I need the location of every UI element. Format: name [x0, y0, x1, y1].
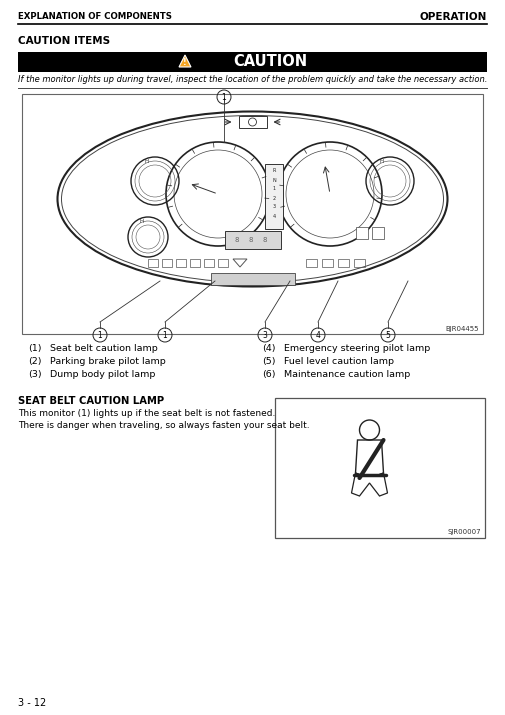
Text: 1: 1 — [222, 92, 226, 102]
Text: 4: 4 — [272, 214, 276, 219]
Text: N: N — [272, 177, 276, 182]
Ellipse shape — [62, 116, 443, 282]
Text: (6): (6) — [262, 370, 276, 379]
Text: H: H — [145, 159, 149, 164]
Text: 1: 1 — [272, 187, 276, 192]
Text: SJR00007: SJR00007 — [447, 529, 481, 535]
Bar — [306, 259, 317, 267]
Text: Seat belt caution lamp: Seat belt caution lamp — [50, 344, 158, 353]
Text: 8: 8 — [262, 237, 267, 243]
Bar — [372, 227, 384, 239]
Bar — [204, 259, 214, 267]
Text: (3): (3) — [28, 370, 41, 379]
Bar — [22, 94, 483, 334]
Bar — [275, 398, 485, 538]
Text: If the monitor lights up during travel, inspect the location of the problem quic: If the monitor lights up during travel, … — [18, 75, 487, 84]
Text: 5: 5 — [385, 330, 390, 340]
Text: 3: 3 — [272, 204, 276, 209]
Bar — [176, 259, 186, 267]
Text: CAUTION: CAUTION — [233, 54, 307, 69]
Text: SEAT BELT CAUTION LAMP: SEAT BELT CAUTION LAMP — [18, 396, 164, 406]
Bar — [148, 259, 158, 267]
Bar — [211, 273, 294, 285]
Text: 8: 8 — [234, 237, 239, 243]
Text: (1): (1) — [28, 344, 41, 353]
Text: 1: 1 — [97, 330, 103, 340]
Text: 2: 2 — [272, 195, 276, 200]
Bar — [238, 116, 267, 128]
Text: 3: 3 — [263, 330, 268, 340]
Text: !: ! — [183, 58, 187, 67]
Bar — [356, 227, 368, 239]
Bar — [354, 259, 365, 267]
Bar — [322, 259, 333, 267]
Bar — [225, 231, 280, 249]
Text: H: H — [140, 219, 144, 224]
Text: Parking brake pilot lamp: Parking brake pilot lamp — [50, 357, 166, 366]
Text: 4: 4 — [316, 330, 321, 340]
Text: H: H — [380, 159, 384, 164]
Text: This monitor (1) lights up if the seat belt is not fastened.: This monitor (1) lights up if the seat b… — [18, 409, 275, 418]
Text: 1: 1 — [163, 330, 167, 340]
Text: 3 - 12: 3 - 12 — [18, 698, 46, 708]
Text: (2): (2) — [28, 357, 41, 366]
Text: (5): (5) — [262, 357, 276, 366]
Bar — [162, 259, 172, 267]
Text: Emergency steering pilot lamp: Emergency steering pilot lamp — [284, 344, 430, 353]
Bar — [265, 164, 283, 229]
Text: 8: 8 — [248, 237, 252, 243]
Polygon shape — [179, 55, 191, 67]
Text: Fuel level caution lamp: Fuel level caution lamp — [284, 357, 394, 366]
Ellipse shape — [58, 112, 447, 287]
Text: R: R — [272, 169, 276, 174]
Text: CAUTION ITEMS: CAUTION ITEMS — [18, 36, 110, 46]
Text: (4): (4) — [262, 344, 276, 353]
Bar — [18, 52, 487, 72]
Bar — [338, 259, 349, 267]
Text: OPERATION: OPERATION — [420, 12, 487, 22]
Text: There is danger when traveling, so always fasten your seat belt.: There is danger when traveling, so alway… — [18, 421, 310, 430]
Bar — [218, 259, 228, 267]
Text: Dump body pilot lamp: Dump body pilot lamp — [50, 370, 156, 379]
Text: Maintenance caution lamp: Maintenance caution lamp — [284, 370, 410, 379]
Text: EXPLANATION OF COMPONENTS: EXPLANATION OF COMPONENTS — [18, 12, 172, 21]
Bar — [190, 259, 200, 267]
Text: BJR04455: BJR04455 — [445, 326, 479, 332]
